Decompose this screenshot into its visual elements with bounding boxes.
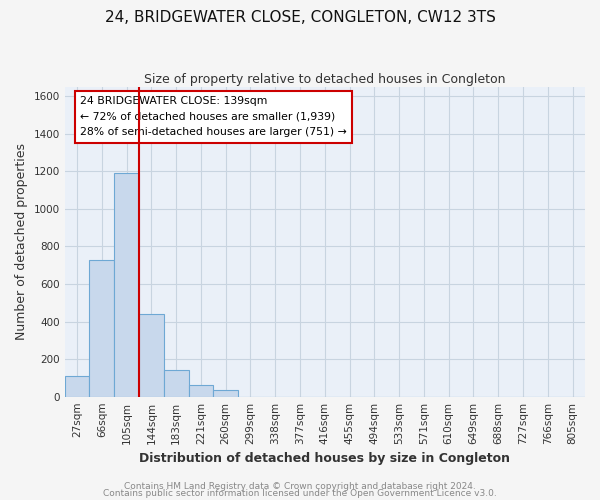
Bar (214, 390, 238, 396)
Text: Contains HM Land Registry data © Crown copyright and database right 2024.: Contains HM Land Registry data © Crown c… (124, 482, 476, 491)
Y-axis label: Number of detached properties: Number of detached properties (15, 143, 28, 340)
X-axis label: Distribution of detached houses by size in Congleton: Distribution of detached houses by size … (139, 452, 511, 465)
Bar (188, 386, 214, 396)
Text: 24 BRIDGEWATER CLOSE: 139sqm
← 72% of detached houses are smaller (1,939)
28% of: 24 BRIDGEWATER CLOSE: 139sqm ← 72% of de… (80, 96, 347, 137)
Text: Contains public sector information licensed under the Open Government Licence v3: Contains public sector information licen… (103, 490, 497, 498)
Bar (65, 376, 89, 396)
Bar (164, 370, 188, 396)
Text: 24, BRIDGEWATER CLOSE, CONGLETON, CW12 3TS: 24, BRIDGEWATER CLOSE, CONGLETON, CW12 3… (104, 10, 496, 25)
Title: Size of property relative to detached houses in Congleton: Size of property relative to detached ho… (144, 72, 506, 86)
Bar (139, 314, 164, 396)
Bar (89, 260, 114, 396)
Bar (114, 173, 139, 396)
